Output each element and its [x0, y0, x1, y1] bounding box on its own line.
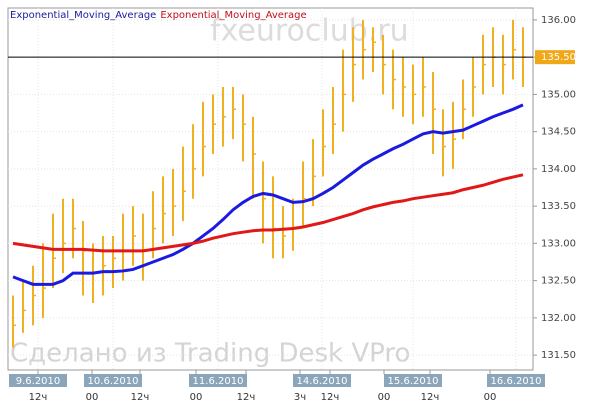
- ema-line: [12, 173, 524, 253]
- date-box: [384, 374, 442, 387]
- x-tick-label: 9.6.2010: [16, 376, 61, 387]
- date-box: [9, 374, 67, 387]
- x-tick-label: 10.6.2010: [88, 376, 139, 387]
- x-tick-label: 15.6.2010: [388, 376, 439, 387]
- y-tick-label: 135.00: [541, 89, 576, 100]
- y-tick-label: 134.50: [541, 127, 576, 138]
- x-tick-label: 11.6.2010: [193, 376, 244, 387]
- x-hour-label: 00: [378, 392, 391, 403]
- x-hour-label: 12ч: [29, 392, 48, 403]
- legend-entry: Exponential_Moving_Average: [10, 10, 156, 21]
- x-hour-label: 12ч: [237, 392, 256, 403]
- y-tick-label: 136.00: [541, 15, 576, 26]
- x-tick-label: 16.6.2010: [491, 376, 542, 387]
- legend-entry: Exponential_Moving_Average: [160, 10, 306, 21]
- x-hour-label: 00: [190, 392, 203, 403]
- y-tick-label: 133.00: [541, 238, 576, 249]
- x-hour-label: 12ч: [321, 392, 340, 403]
- y-tick-label: 134.00: [541, 164, 576, 175]
- last-price-box: [535, 50, 575, 65]
- ema-line: [12, 103, 524, 286]
- date-box: [189, 374, 247, 387]
- x-hour-label: 12ч: [421, 392, 440, 403]
- watermark: Сделано из Trading Desk VPro: [10, 339, 410, 369]
- y-tick-label: 131.50: [541, 350, 576, 361]
- x-hour-label: 00: [86, 392, 99, 403]
- y-tick-label: 132.50: [541, 276, 576, 287]
- x-hour-label: 3ч: [294, 392, 306, 403]
- x-tick-label: 14.6.2010: [297, 376, 348, 387]
- last-price-label: 135.50: [541, 52, 576, 63]
- plot-frame: [7, 7, 534, 371]
- y-tick-label: 132.00: [541, 313, 576, 324]
- x-hour-label: 12ч: [131, 392, 150, 403]
- date-box: [487, 374, 545, 387]
- date-box: [84, 374, 142, 387]
- y-tick-label: 133.50: [541, 201, 576, 212]
- date-box: [293, 374, 351, 387]
- x-hour-label: 00: [484, 392, 497, 403]
